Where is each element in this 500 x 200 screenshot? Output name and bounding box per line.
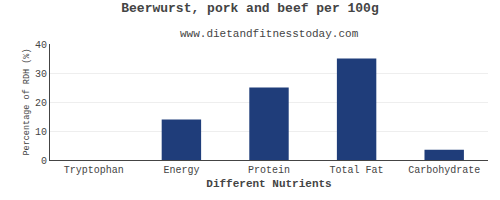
- svg-text:30: 30: [35, 69, 47, 80]
- svg-text:Percentage of RDH (%): Percentage of RDH (%): [22, 48, 32, 155]
- svg-text:10: 10: [35, 127, 47, 138]
- svg-text:Different Nutrients: Different Nutrients: [206, 178, 331, 190]
- svg-text:Total Fat: Total Fat: [330, 165, 384, 176]
- svg-text:Carbohydrate: Carbohydrate: [408, 165, 480, 176]
- svg-text:20: 20: [35, 98, 47, 109]
- svg-text:www.dietandfitnesstoday.com: www.dietandfitnesstoday.com: [180, 28, 359, 40]
- svg-text:Energy: Energy: [163, 165, 199, 176]
- svg-text:Tryptophan: Tryptophan: [64, 165, 124, 176]
- svg-text:Protein: Protein: [248, 165, 290, 176]
- svg-text:40: 40: [35, 40, 47, 51]
- svg-text:0: 0: [41, 156, 47, 167]
- svg-text:Beerwurst, pork and beef per 1: Beerwurst, pork and beef per 100g: [121, 1, 379, 16]
